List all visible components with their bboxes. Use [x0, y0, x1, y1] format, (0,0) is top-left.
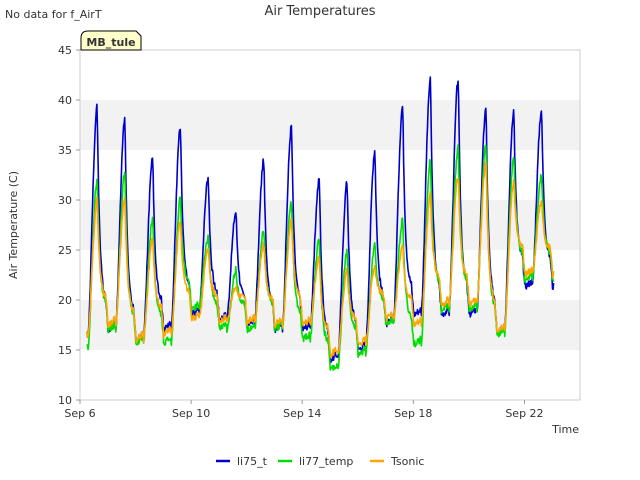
legend-label-Tsonic: Tsonic — [390, 455, 424, 468]
no-data-note: No data for f_AirT — [5, 8, 102, 21]
chart-title: Air Temperatures — [264, 4, 375, 19]
grid-band — [80, 100, 580, 150]
x-axis-label: Time — [551, 423, 579, 436]
y-axis-label: Air Temperature (C) — [7, 171, 20, 279]
background-bands — [80, 100, 580, 350]
site-badge-label: MB_tule — [86, 36, 135, 49]
y-tick-label: 35 — [58, 144, 72, 157]
site-badge: MB_tule — [80, 30, 142, 51]
legend: li75_t li77_temp Tsonic — [216, 455, 424, 468]
y-axis: 10 15 20 25 30 35 40 45 — [58, 44, 80, 407]
y-tick-label: 30 — [58, 194, 72, 207]
x-tick-label: Sep 22 — [505, 407, 543, 420]
series-line-li75_t — [86, 76, 555, 364]
x-tick-label: Sep 14 — [283, 407, 321, 420]
y-tick-label: 25 — [58, 244, 72, 257]
x-tick-label: Sep 10 — [172, 407, 210, 420]
x-tick-label: Sep 18 — [394, 407, 432, 420]
series-layer — [86, 76, 555, 371]
legend-label-li77_temp: li77_temp — [299, 455, 353, 468]
y-tick-label: 15 — [58, 344, 72, 357]
series-line-Tsonic — [86, 161, 555, 359]
legend-label-li75_t: li75_t — [237, 455, 268, 468]
y-tick-label: 40 — [58, 94, 72, 107]
x-axis: Sep 6 Sep 10 Sep 14 Sep 18 Sep 22 — [64, 400, 544, 420]
y-tick-label: 20 — [58, 294, 72, 307]
y-tick-label: 45 — [58, 44, 72, 57]
y-tick-label: 10 — [58, 394, 72, 407]
plot-frame — [79, 49, 581, 401]
grid-band — [80, 200, 580, 250]
x-tick-label: Sep 6 — [64, 407, 95, 420]
